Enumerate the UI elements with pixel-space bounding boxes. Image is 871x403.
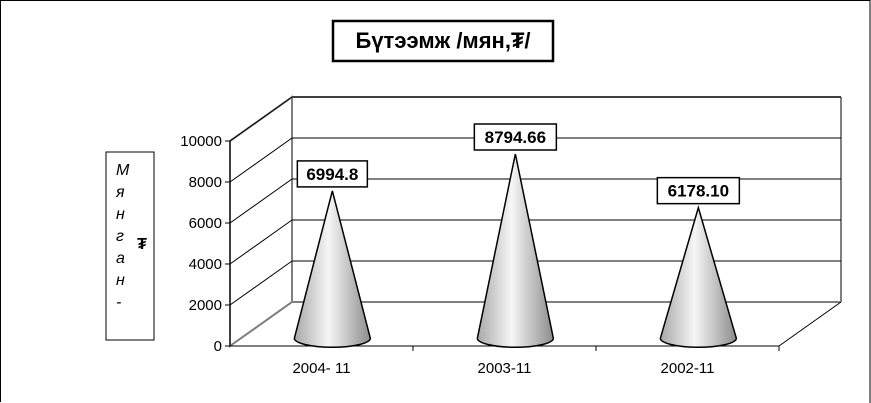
gridline-side [229, 96, 293, 142]
gridline-side [229, 219, 293, 265]
data-label: 8794.66 [485, 128, 546, 147]
data-label-box: 6178.10 [656, 176, 741, 205]
y-axis-label-symbol: ₮ [137, 236, 147, 253]
y-axis-label-letter: М [116, 162, 130, 179]
y-axis-label-letter: н [116, 206, 125, 223]
cone-bar [659, 204, 738, 349]
data-label-box: 6994.8 [296, 160, 369, 188]
y-tick-label: 8000 [189, 174, 222, 191]
chart-title: Бүтээмж /мян,₮/ [356, 28, 531, 53]
cone-body [293, 190, 372, 349]
y-tick-label: 0 [214, 338, 222, 355]
y-axis-label-letter: н [116, 272, 125, 289]
y-ticks: 0 2000 4000 6000 8000 10000 [180, 133, 230, 355]
x-category-label: 2004- 11 [292, 360, 350, 377]
y-tick-label: 4000 [189, 256, 222, 273]
cone-body [659, 204, 738, 349]
cone-series [293, 153, 738, 349]
x-category-label: 2003-11 [478, 360, 532, 377]
data-label: 6178.10 [668, 182, 729, 201]
y-tick-label: 2000 [189, 297, 222, 314]
floor-right-edge [778, 301, 842, 347]
data-label: 6994.8 [306, 165, 358, 184]
data-labels: 6994.8 8794.66 6178.10 [296, 123, 741, 205]
y-axis-label-letter: а [116, 250, 125, 267]
y-tick-label: 6000 [189, 215, 222, 232]
gridline-side [229, 260, 293, 306]
cone-body [476, 153, 555, 349]
x-category-label: 2002-11 [661, 360, 715, 377]
x-category-labels: 2004- 11 2003-11 2002-11 [292, 346, 780, 377]
y-tick-label: 10000 [180, 133, 222, 150]
y-axis-label-letter: я [115, 184, 125, 201]
cone-bar [476, 153, 555, 349]
y-axis-label-letter: г [116, 228, 124, 245]
y-axis-label-letter: - [116, 294, 121, 311]
gridlines [229, 96, 841, 306]
gridline-side [229, 137, 293, 183]
chart-title-box: Бүтээмж /мян,₮/ [331, 19, 555, 63]
cone-bar [293, 190, 372, 349]
data-label-box: 8794.66 [473, 123, 558, 151]
gridline-side [229, 178, 293, 224]
